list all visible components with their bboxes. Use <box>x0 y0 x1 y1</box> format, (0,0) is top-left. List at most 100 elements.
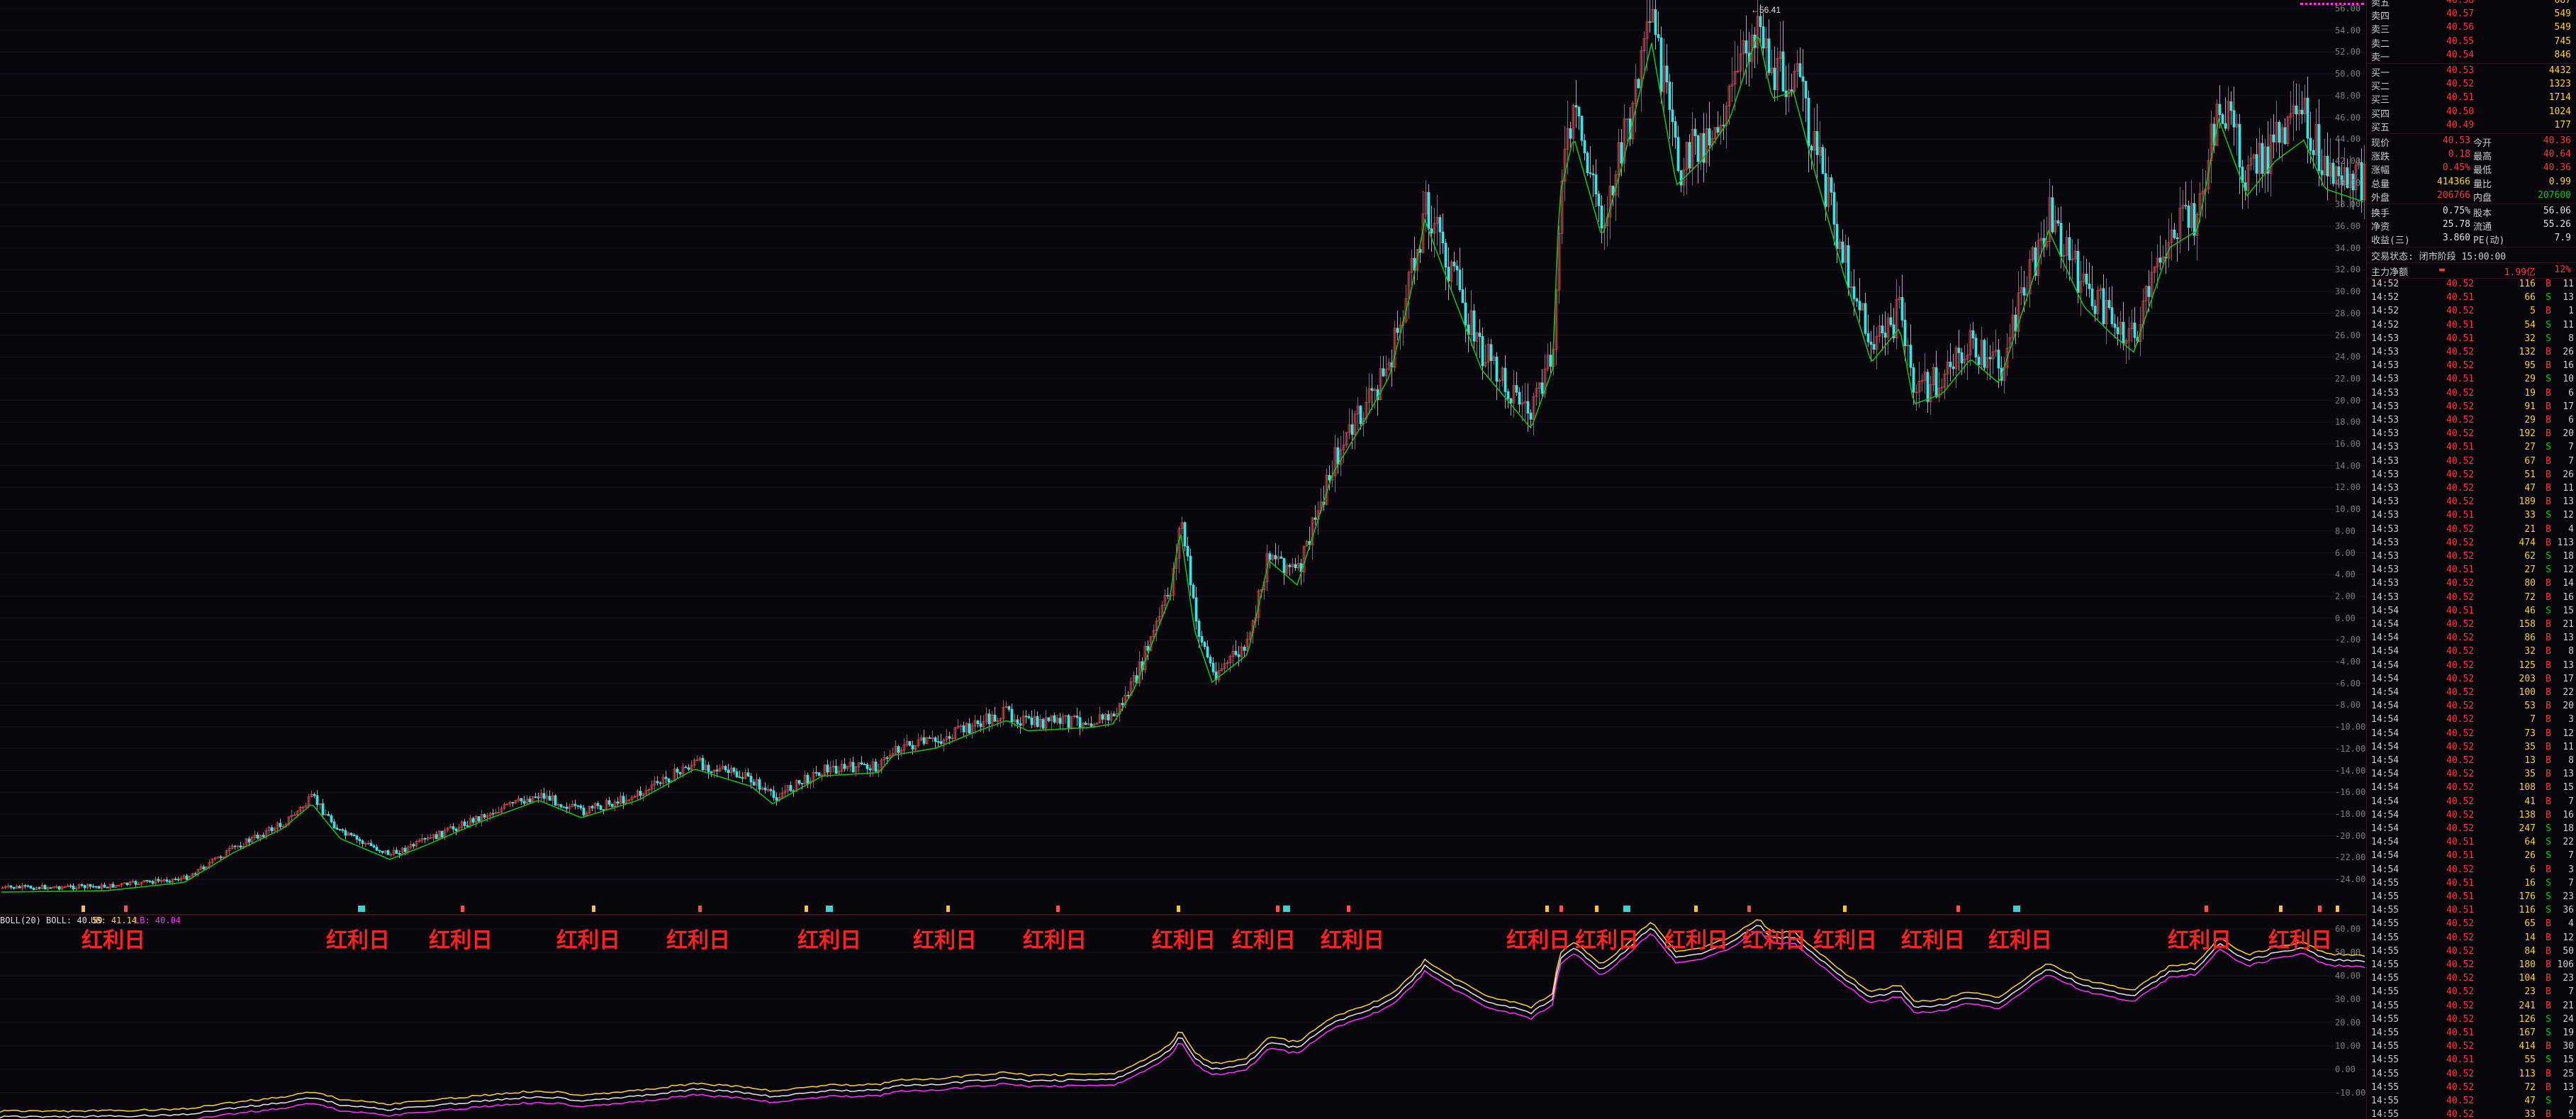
event-marker[interactable] <box>1559 906 1563 912</box>
event-marker[interactable] <box>946 906 950 912</box>
event-marker[interactable] <box>461 906 464 912</box>
tick-time: 14:54 <box>2371 741 2399 752</box>
event-marker[interactable] <box>358 906 365 912</box>
event-marker[interactable] <box>826 906 833 912</box>
candle <box>2201 169 2205 217</box>
event-marker[interactable] <box>1276 906 1279 912</box>
candle-body <box>1041 719 1045 729</box>
candle-body <box>21 885 24 889</box>
candle <box>1421 190 1425 254</box>
candle-body <box>1674 121 1677 138</box>
candle <box>213 856 217 861</box>
candle-body <box>321 803 325 815</box>
tick-count: 7 <box>2568 1096 2574 1106</box>
event-marker[interactable] <box>1056 906 1060 912</box>
candle-body <box>298 806 302 812</box>
tick-price: 40.51 <box>2446 564 2475 576</box>
candle <box>2221 113 2224 124</box>
candle <box>732 767 736 775</box>
candle <box>1844 234 1847 279</box>
dividend-day-label: 红利日 <box>666 929 730 952</box>
candle-body <box>656 781 659 784</box>
kline-chart-area[interactable]: ←56.41 56.00 54.00 52.00 50.00 48.00 46.00 44.… <box>0 0 2366 1119</box>
candle-body <box>1461 289 1465 304</box>
candle-body <box>2150 272 2154 297</box>
tick-time: 14:53 <box>2371 591 2399 603</box>
candle <box>1041 718 1045 731</box>
event-marker[interactable] <box>1545 906 1549 912</box>
candle-body <box>1986 357 1989 368</box>
candle <box>1674 116 1677 149</box>
candle <box>993 706 997 723</box>
candle-body <box>392 850 396 855</box>
candle <box>797 780 801 786</box>
stat-value: 40.53 <box>2442 135 2470 146</box>
candle <box>137 881 140 886</box>
event-marker[interactable] <box>1347 906 1350 912</box>
stat-value: 206766 <box>2437 189 2470 201</box>
event-marker[interactable] <box>1747 906 1751 912</box>
candle <box>919 735 923 742</box>
candle-body <box>1594 174 1598 195</box>
tick-price: 40.52 <box>2446 347 2475 357</box>
candle <box>1705 113 1708 173</box>
event-marker[interactable] <box>82 906 85 912</box>
candle <box>707 762 710 779</box>
tick-time: 14:53 <box>2371 360 2399 372</box>
candle <box>1827 156 1830 212</box>
tick-price: 40.52 <box>2446 714 2475 725</box>
candle <box>131 879 135 884</box>
tick-price: 40.52 <box>2446 1096 2475 1106</box>
tick-count: 6 <box>2568 387 2574 399</box>
price-tick-label: 44.00 <box>2335 134 2361 145</box>
event-marker[interactable] <box>1595 906 1598 912</box>
event-marker[interactable] <box>124 906 128 912</box>
candle <box>29 885 33 889</box>
candle-body <box>1940 386 1944 389</box>
candlestick-chart[interactable] <box>0 0 2366 1119</box>
candle-body <box>508 802 512 805</box>
event-marker[interactable] <box>2318 906 2322 912</box>
candle-body <box>999 718 1002 721</box>
event-marker[interactable] <box>2205 906 2208 912</box>
event-marker[interactable] <box>1623 906 1630 912</box>
event-marker[interactable] <box>2013 906 2020 912</box>
candle <box>2331 158 2335 186</box>
tick-direction: B <box>2546 796 2551 807</box>
candle <box>1447 247 1450 301</box>
candle <box>236 845 240 850</box>
candle <box>159 877 163 884</box>
event-marker[interactable] <box>592 906 595 912</box>
tick-row: 14:52 40.52 5 B 1 <box>2367 305 2576 318</box>
candle <box>1126 691 1130 699</box>
candle-body <box>786 785 790 791</box>
event-marker[interactable] <box>1177 906 1180 912</box>
event-marker[interactable] <box>1956 906 1960 912</box>
event-marker[interactable] <box>2336 906 2339 912</box>
event-marker[interactable] <box>1694 906 1698 912</box>
candle-body <box>962 725 965 733</box>
event-marker[interactable] <box>2279 906 2283 912</box>
candle-body <box>738 776 741 778</box>
candle <box>1569 121 1572 148</box>
tick-time: 14:53 <box>2371 510 2399 521</box>
event-marker[interactable] <box>698 906 702 912</box>
candle-body <box>1518 391 1521 405</box>
candle <box>644 785 648 796</box>
candle-body <box>2085 274 2088 284</box>
candle-body <box>704 764 707 770</box>
event-marker[interactable] <box>1283 906 1290 912</box>
event-marker[interactable] <box>1843 906 1847 912</box>
tick-row: 14:53 40.51 32 S 8 <box>2367 333 2576 346</box>
candle <box>352 833 356 837</box>
tick-time: 14:54 <box>2371 782 2399 794</box>
candle-body <box>168 881 172 883</box>
candle <box>194 872 197 875</box>
tick-count: 16 <box>2563 591 2574 603</box>
tick-row: 14:55 40.52 23 B 7 <box>2367 986 2576 999</box>
candle-body <box>539 793 543 798</box>
event-marker[interactable] <box>805 906 808 912</box>
tick-price: 40.52 <box>2446 864 2475 875</box>
candle <box>749 772 753 789</box>
tick-time: 14:55 <box>2371 932 2399 943</box>
